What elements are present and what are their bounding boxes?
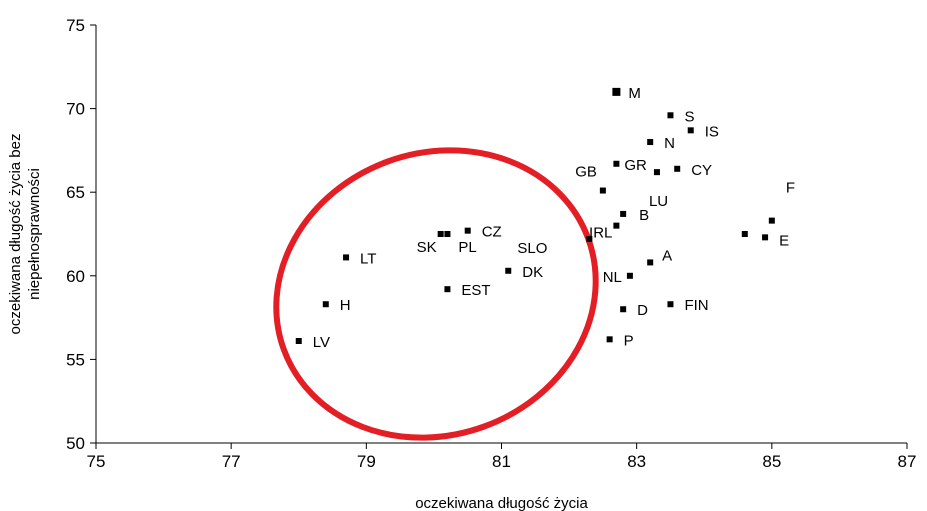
x-tick-label: 83 (627, 452, 646, 471)
point-label: S (684, 108, 694, 125)
data-point (647, 139, 654, 146)
data-point (464, 227, 471, 234)
data-point (343, 254, 350, 261)
x-tick-label: 77 (222, 452, 241, 471)
point-label: H (340, 297, 351, 314)
y-tick-label: 55 (66, 350, 85, 369)
point-label: F (786, 180, 795, 197)
data-point (620, 306, 627, 313)
data-point (437, 231, 444, 237)
point-label: LV (313, 334, 330, 351)
data-points (295, 87, 775, 345)
data-point (653, 169, 660, 176)
point-label: B (639, 207, 649, 224)
data-point (667, 301, 674, 308)
y-ticks: 50 55 60 65 70 75 (66, 16, 96, 453)
highlight-ellipse (273, 147, 599, 441)
point-label: IRL (589, 225, 612, 242)
point-labels: M S IS N GB GR CY LU F E IRL B SLO A NL FIN DP LT SK PL CZ DK… (313, 85, 795, 351)
data-point (741, 231, 748, 237)
data-point (613, 160, 620, 167)
x-tick-label: 79 (357, 452, 376, 471)
data-point (768, 217, 775, 224)
data-point (620, 210, 627, 217)
data-point (674, 165, 681, 172)
x-axis-title: oczekiwana długość życia (415, 495, 588, 511)
data-point (322, 301, 329, 308)
x-tick-label: 81 (492, 452, 511, 471)
x-tick-label: 85 (762, 452, 781, 471)
point-label: FIN (684, 297, 708, 314)
data-point (505, 267, 512, 274)
point-label: GB (575, 164, 597, 181)
point-label: CZ (482, 224, 502, 241)
point-label: SLO (517, 240, 547, 257)
data-point (647, 259, 654, 266)
y-tick-label: 50 (66, 434, 85, 453)
data-point (626, 272, 633, 279)
point-label: DK (522, 264, 543, 281)
point-label: A (662, 247, 672, 264)
data-point (612, 87, 621, 96)
data-point (613, 222, 620, 229)
point-label: LT (360, 250, 376, 267)
y-axis-title-line-2: niepełnosprawności (26, 168, 43, 300)
point-label: IS (705, 123, 719, 140)
point-label: D (637, 302, 648, 319)
y-tick-label: 70 (66, 100, 85, 119)
data-point (295, 338, 302, 345)
point-label: E (779, 232, 789, 249)
point-label: GR (624, 157, 647, 174)
data-point (667, 112, 674, 119)
data-point (586, 236, 593, 243)
data-point (687, 127, 694, 134)
data-point (444, 286, 451, 293)
data-point (606, 336, 613, 343)
point-label: SK (417, 239, 437, 256)
point-label: LU (649, 193, 668, 210)
x-tick-label: 75 (87, 452, 106, 471)
point-label: NL (603, 269, 622, 286)
data-point (444, 231, 451, 237)
data-point (762, 234, 769, 241)
y-tick-label: 65 (66, 183, 85, 202)
y-tick-label: 75 (66, 16, 85, 35)
x-tick-label: 87 (898, 452, 917, 471)
y-tick-label: 60 (66, 267, 85, 286)
point-label: N (664, 135, 675, 152)
point-label: PL (458, 239, 476, 256)
y-axis-title-line-1: oczekiwana długość życia bez (7, 134, 24, 335)
point-label: CY (691, 162, 712, 179)
x-ticks: 75 77 79 81 83 85 87 (87, 443, 917, 471)
point-label: EST (461, 282, 490, 299)
point-label: P (624, 332, 634, 349)
data-point (599, 187, 606, 194)
point-label: M (628, 85, 641, 102)
